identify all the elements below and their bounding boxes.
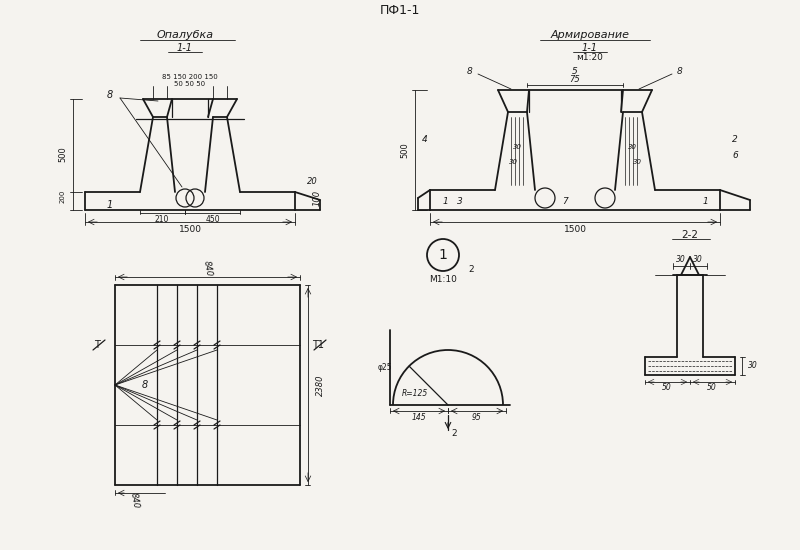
Text: 30: 30 (633, 159, 642, 165)
Text: 30: 30 (693, 255, 703, 263)
Text: 200: 200 (60, 189, 66, 203)
Text: 145: 145 (412, 412, 426, 421)
Text: 1500: 1500 (178, 224, 202, 234)
Text: 500: 500 (58, 147, 67, 162)
Text: 500: 500 (401, 142, 410, 158)
Text: 1: 1 (107, 200, 113, 210)
Text: 210: 210 (155, 214, 169, 223)
Text: м1:20: м1:20 (577, 53, 603, 63)
Text: 2: 2 (468, 266, 474, 274)
Text: 1: 1 (442, 197, 448, 206)
Text: 1: 1 (702, 197, 708, 206)
Text: 30: 30 (676, 255, 686, 263)
Text: Опалубка: Опалубка (157, 30, 214, 40)
Text: 95: 95 (472, 412, 482, 421)
Text: 4: 4 (422, 135, 428, 145)
Text: 30: 30 (509, 159, 518, 165)
Text: 30: 30 (627, 144, 637, 150)
Text: 50: 50 (707, 383, 717, 393)
Text: T1: T1 (312, 340, 324, 350)
Text: 1: 1 (438, 248, 447, 262)
Text: 20: 20 (306, 178, 318, 186)
Text: 1-1: 1-1 (582, 43, 598, 53)
Text: φ25: φ25 (378, 364, 392, 372)
Text: 30: 30 (513, 144, 522, 150)
Text: 1-1: 1-1 (177, 43, 193, 53)
Text: 6: 6 (732, 151, 738, 160)
Text: 8: 8 (677, 68, 683, 76)
Text: 5: 5 (572, 68, 578, 76)
Text: T: T (94, 340, 100, 350)
Text: 450: 450 (205, 214, 220, 223)
Text: 8: 8 (467, 68, 473, 76)
Text: 840: 840 (129, 492, 141, 510)
Text: 2: 2 (451, 428, 457, 437)
Text: 8: 8 (107, 90, 113, 100)
Text: 50: 50 (662, 383, 672, 393)
Text: 50 50 50: 50 50 50 (174, 81, 206, 87)
Text: 85 150 200 150: 85 150 200 150 (162, 74, 218, 80)
Text: Армирование: Армирование (550, 30, 630, 40)
Text: 1500: 1500 (563, 224, 586, 234)
Text: 100: 100 (313, 190, 322, 206)
Text: 8: 8 (142, 380, 148, 390)
Text: ПФ1-1: ПФ1-1 (380, 3, 420, 16)
Text: 2-2: 2-2 (682, 230, 698, 240)
Text: 3: 3 (457, 197, 463, 206)
Text: 7: 7 (562, 197, 568, 206)
Text: 2380: 2380 (315, 374, 325, 396)
Text: R=125: R=125 (402, 389, 428, 399)
Text: М1:10: М1:10 (429, 276, 457, 284)
Text: 840: 840 (202, 260, 214, 278)
Text: 75: 75 (570, 75, 580, 85)
Text: 2: 2 (732, 135, 738, 145)
Text: 30: 30 (748, 361, 758, 371)
